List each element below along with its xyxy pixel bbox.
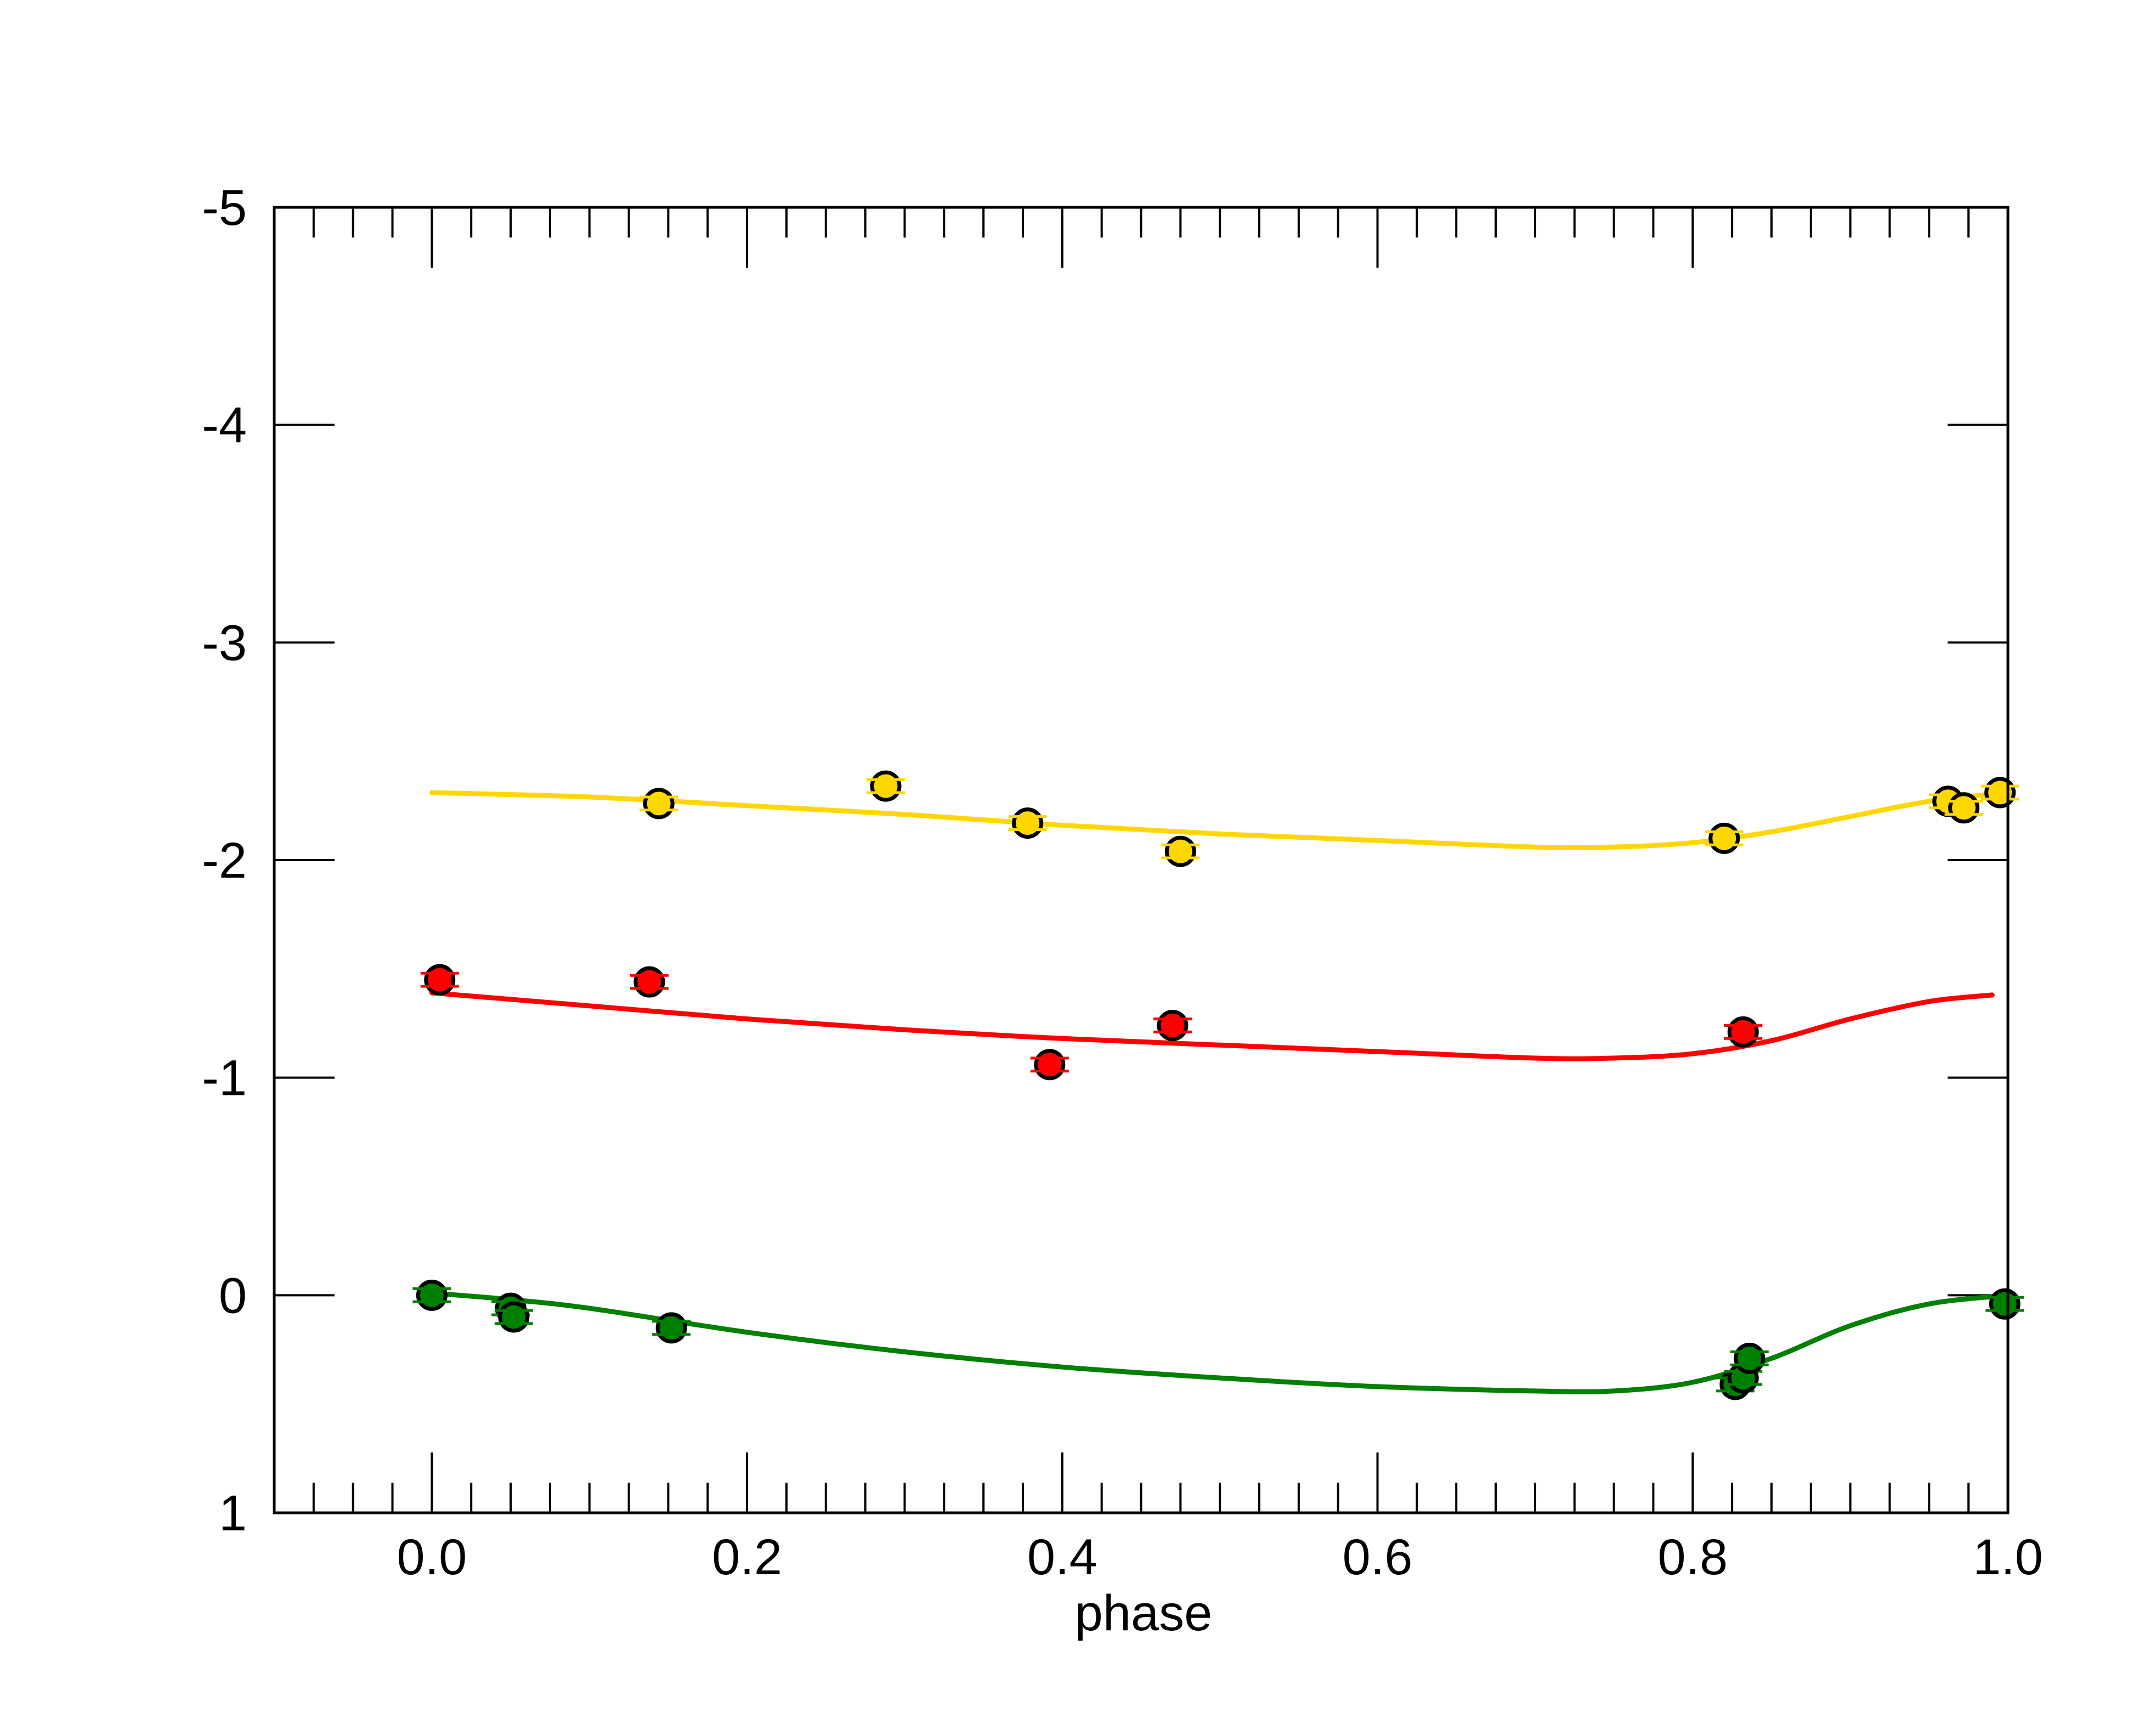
y-tick-label: -5 [202, 180, 247, 236]
model-curve-1 [429, 790, 2011, 850]
x-tick-label: 0.8 [1657, 1529, 1728, 1585]
data-point-series-2 [1724, 1016, 1763, 1048]
data-point-series-2 [420, 964, 459, 996]
x-tick-label: 0.2 [712, 1529, 782, 1585]
x-tick-label: 1.0 [1973, 1529, 2043, 1585]
x-tick-label: 0.4 [1027, 1529, 1097, 1585]
data-point-series-1 [1008, 807, 1047, 839]
data-point-series-2 [1153, 1009, 1192, 1041]
x-axis-label: phase [1075, 1585, 1213, 1641]
plot-frame [273, 206, 2010, 1514]
data-point-series-3 [1985, 1288, 2024, 1320]
data-points [412, 770, 2024, 1400]
x-tick-label: 0.0 [397, 1529, 467, 1585]
data-point-series-2 [1030, 1049, 1069, 1081]
y-tick-label: 1 [219, 1485, 247, 1541]
data-point-series-3 [494, 1301, 533, 1333]
data-point-series-3 [652, 1312, 691, 1344]
y-tick-label: 0 [219, 1268, 247, 1324]
tick-labels: 0.0 0.2 0.4 0.6 0.8 1.0 -5 -4 -3 -2 -1 0 1 [202, 180, 2043, 1585]
data-point-series-3 [412, 1279, 451, 1311]
model-curves [429, 790, 2011, 1394]
data-point-series-1 [866, 770, 905, 802]
model-curve-2 [429, 990, 1995, 1061]
data-point-series-3 [1730, 1342, 1769, 1374]
data-point-series-1 [1944, 792, 1983, 824]
y-tick-label: -4 [202, 398, 247, 454]
data-point-series-2 [630, 966, 669, 998]
y-tick-label: -1 [202, 1050, 247, 1106]
x-tick-label: 0.6 [1343, 1529, 1413, 1585]
y-tick-label: -2 [202, 833, 247, 889]
model-curve-3 [429, 1290, 2011, 1394]
y-tick-label: -3 [202, 615, 247, 671]
data-point-series-1 [640, 788, 678, 819]
data-point-series-1 [1161, 835, 1200, 867]
data-point-series-1 [1705, 822, 1744, 854]
